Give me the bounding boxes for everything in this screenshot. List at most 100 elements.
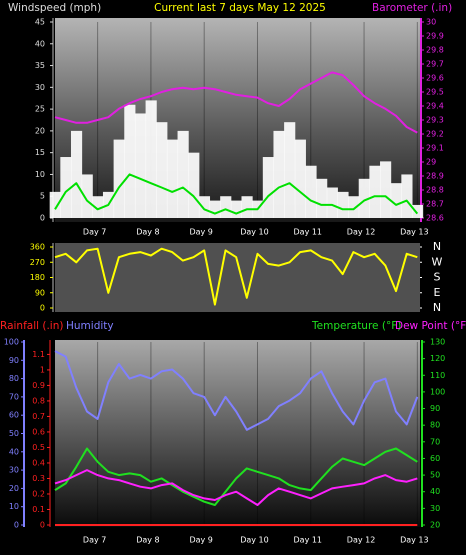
bar	[390, 183, 402, 218]
x-tick-label: Day 10	[240, 228, 269, 237]
bar	[358, 178, 370, 218]
y-tick-label: 0.2	[32, 489, 45, 498]
y-tick-label: 30	[430, 504, 440, 513]
y-tick-label: 40	[35, 39, 45, 48]
y-tick-label: 28.9	[426, 172, 444, 181]
bar	[134, 113, 147, 218]
y-tick-label: 10	[35, 170, 45, 179]
y-tick-label: 20	[9, 484, 19, 493]
bar	[220, 196, 232, 218]
y-tick-label: 29.7	[426, 60, 444, 69]
y-tick-label: W	[432, 255, 443, 268]
bar	[316, 178, 328, 218]
bar	[60, 157, 72, 218]
legend-label: Temperature (°F)	[311, 320, 401, 332]
y-tick-label: 29.9	[426, 32, 444, 41]
y-tick-label: 90	[430, 404, 440, 413]
bar	[209, 200, 221, 218]
y-tick-label: 0.8	[32, 396, 45, 405]
bar	[156, 122, 168, 218]
y-tick-label: 80	[9, 374, 19, 383]
series-line	[54, 350, 419, 431]
y-tick-label: 60	[430, 454, 440, 463]
bar	[188, 152, 200, 218]
bar	[380, 161, 392, 218]
x-tick-label: Day 9	[189, 228, 212, 237]
y-tick-label: 120	[430, 354, 445, 363]
y2-axis-label: Barometer (.in)	[372, 2, 452, 14]
bar	[92, 196, 104, 218]
y-tick-label: 80	[430, 421, 440, 430]
y-tick-label: 29	[426, 158, 436, 167]
bar	[145, 100, 157, 218]
y-tick-label: 90	[35, 288, 45, 297]
series-line	[54, 447, 418, 506]
y-tick-label: 0	[40, 304, 45, 313]
legend-label: Rainfall (.in)	[0, 320, 63, 332]
y-tick-label: 70	[430, 437, 440, 446]
y-tick-label: 70	[9, 392, 19, 401]
bar	[262, 157, 274, 218]
y-tick-label: 30	[35, 83, 45, 92]
bar	[230, 200, 242, 218]
y-tick-label: 0.9	[32, 381, 45, 390]
bar	[348, 196, 360, 218]
y-tick-label: 29.6	[426, 74, 444, 83]
plot-area	[55, 243, 420, 312]
series-line	[54, 247, 418, 306]
y-tick-label: N	[433, 301, 441, 314]
bar	[284, 122, 296, 218]
legend-label: Humidity	[66, 320, 114, 332]
y-tick-label: 1	[40, 365, 45, 374]
y-tick-label: 28.6	[426, 214, 444, 223]
y-tick-label: 0	[40, 521, 45, 530]
y-tick-label: 50	[430, 471, 440, 480]
y-tick-label: 0.1	[32, 505, 45, 514]
x-tick-label: Day 7	[83, 536, 106, 545]
y-tick-label: N	[433, 240, 441, 253]
chart-title: Current last 7 days May 12 2025	[154, 2, 326, 14]
y-tick-label: 60	[9, 411, 19, 420]
y-tick-label: 50	[9, 429, 19, 438]
y-tick-label: 20	[430, 521, 440, 530]
y-tick-label: 0	[14, 521, 19, 530]
y-tick-label: 180	[30, 273, 45, 282]
y-tick-label: 30	[426, 18, 436, 27]
bar	[294, 139, 306, 218]
bar	[49, 191, 61, 218]
x-tick-label: Day 13	[400, 228, 429, 237]
y-tick-label: 0.3	[32, 474, 45, 483]
y-tick-label: 270	[30, 258, 45, 267]
x-tick-label: Day 8	[136, 228, 159, 237]
x-tick-label: Day 7	[83, 228, 106, 237]
y-tick-label: 360	[30, 243, 45, 252]
y-tick-label: 0.7	[32, 412, 45, 421]
bar	[166, 139, 179, 218]
bar	[177, 130, 189, 218]
y-tick-label: 100	[4, 338, 19, 347]
bar	[305, 165, 317, 218]
bar	[198, 196, 211, 218]
x-tick-label: Day 8	[136, 536, 159, 545]
series-line	[54, 173, 419, 215]
x-tick-label: Day 12	[347, 228, 376, 237]
bar	[273, 130, 285, 218]
y-tick-label: 1.1	[32, 350, 45, 359]
y-axis-label: Windspeed (mph)	[8, 2, 101, 14]
bar	[326, 187, 338, 218]
y-tick-label: 29.4	[426, 102, 444, 111]
y-tick-label: 29.8	[426, 46, 444, 55]
y-tick-label: 130	[430, 338, 445, 347]
y-tick-label: 40	[9, 447, 19, 456]
y-tick-label: 10	[9, 502, 19, 511]
legend-label: Dew Point (°F)	[395, 320, 466, 332]
x-tick-label: Day 10	[240, 536, 269, 545]
y-tick-label: 45	[35, 18, 45, 27]
y-tick-label: 25	[35, 105, 45, 114]
y-tick-label: S	[434, 271, 441, 284]
series-line	[54, 71, 418, 134]
x-tick-label: Day 11	[294, 228, 323, 237]
bar	[81, 174, 93, 218]
